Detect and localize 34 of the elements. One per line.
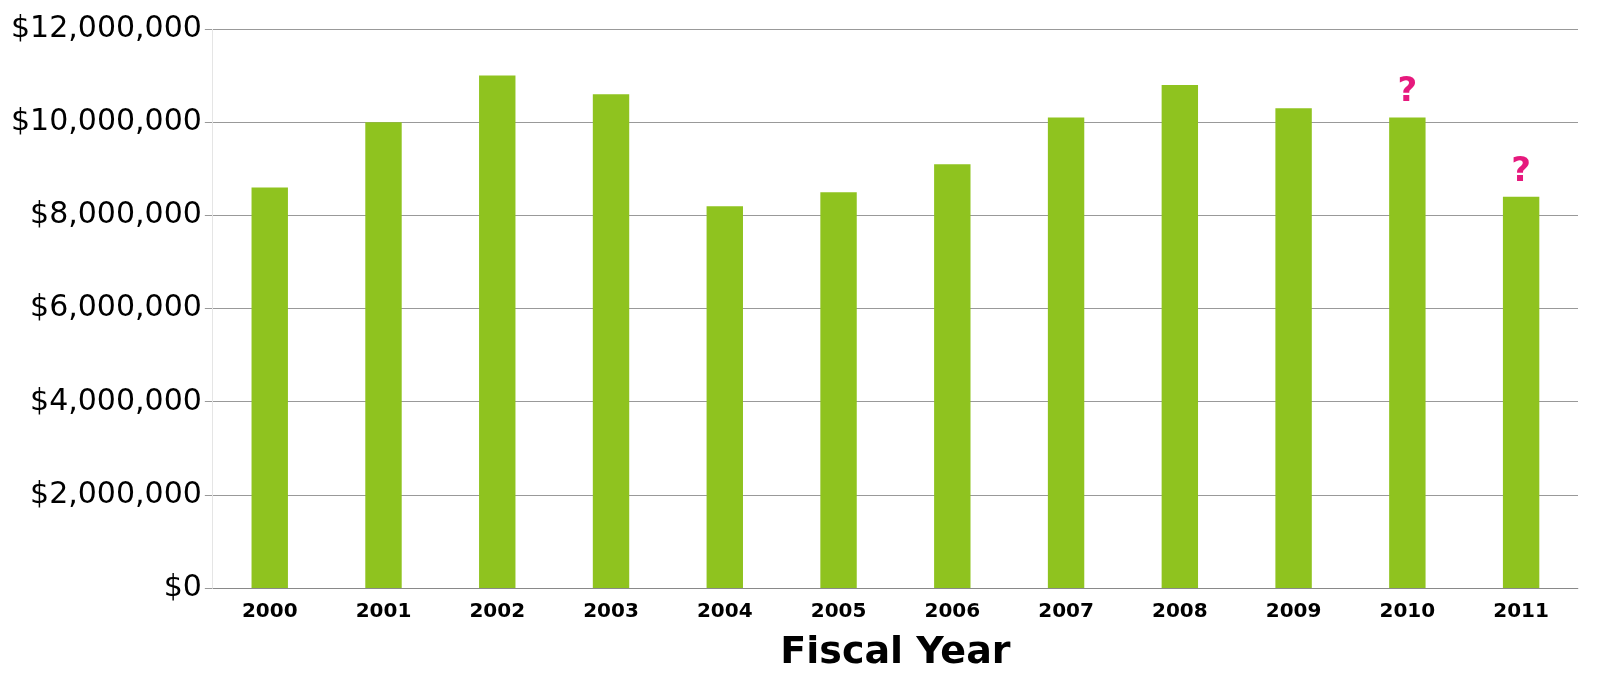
bar xyxy=(1047,117,1085,588)
x-tick-label: 2008 xyxy=(1152,597,1208,622)
x-axis-title: Fiscal Year xyxy=(780,628,1011,673)
x-tick-label: 2010 xyxy=(1379,597,1436,622)
bar xyxy=(706,206,743,588)
x-tick-label: 2002 xyxy=(469,597,526,622)
bar xyxy=(251,187,288,588)
x-tick-label: 2000 xyxy=(241,597,298,622)
annotation: ? xyxy=(1397,69,1418,110)
bar xyxy=(479,75,516,588)
x-tick-label: 2003 xyxy=(583,597,639,622)
y-tick-label: $12,000,000 xyxy=(11,8,202,44)
bar xyxy=(592,94,630,588)
y-tick-label: $8,000,000 xyxy=(30,195,202,231)
x-tick-label: 2007 xyxy=(1038,597,1094,622)
y-tick-label: $4,000,000 xyxy=(30,381,202,417)
y-tick-label: $2,000,000 xyxy=(30,474,202,510)
annotation: ? xyxy=(1511,148,1531,189)
x-tick-label: 2009 xyxy=(1265,597,1322,622)
x-tick-label: 2001 xyxy=(355,597,412,622)
bar xyxy=(1389,117,1426,588)
bar xyxy=(1275,108,1312,588)
bar xyxy=(820,192,857,588)
x-tick-label: 2006 xyxy=(924,597,981,622)
y-tick-label: $0 xyxy=(163,568,202,604)
bar xyxy=(1502,196,1540,588)
y-tick-label: $6,000,000 xyxy=(30,288,202,324)
bar xyxy=(934,164,971,588)
y-tick-label: $10,000,000 xyxy=(11,102,202,138)
bar xyxy=(1161,84,1199,588)
x-tick-label: 2005 xyxy=(810,597,867,622)
x-tick-label: 2004 xyxy=(696,597,753,622)
x-tick-label: 2011 xyxy=(1493,597,1549,622)
bar xyxy=(365,122,402,588)
